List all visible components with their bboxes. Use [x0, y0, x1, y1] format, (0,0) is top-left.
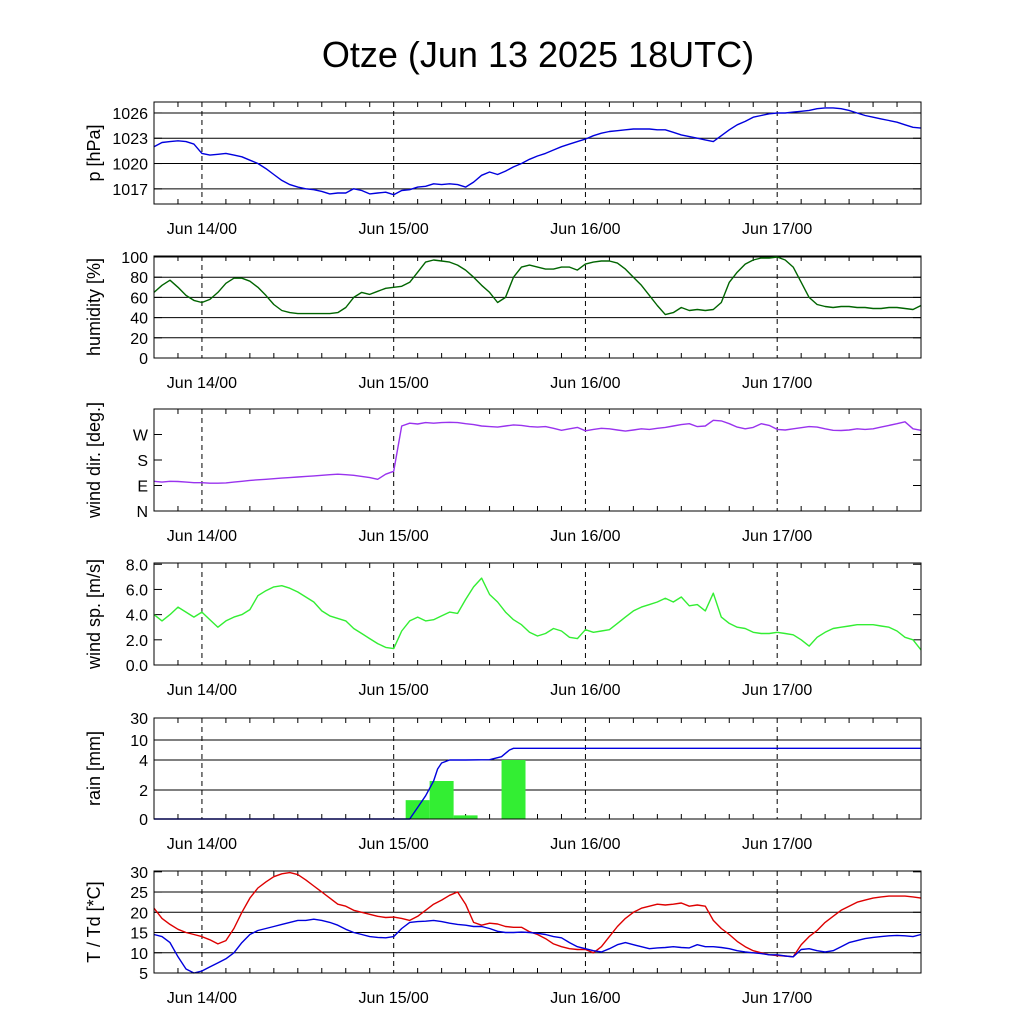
- y-tick-label: 20: [130, 331, 148, 348]
- y-tick-label: 20: [130, 905, 148, 922]
- y-tick-label: 40: [130, 311, 148, 328]
- y-tick-label: 4.0: [126, 608, 148, 625]
- x-tick-label: Jun 15/00: [359, 990, 429, 1007]
- pressure-panel: 1017 1020 1023 1026 Jun 14/00 Jun 15/00 Jun 16…: [84, 101, 922, 238]
- y-tick-label: 25: [130, 885, 148, 902]
- chart-title: Otze (Jun 13 2025 18UTC): [322, 34, 754, 75]
- x-tick-label: Jun 14/00: [167, 375, 237, 392]
- x-tick-label: Jun 17/00: [742, 528, 812, 545]
- y-axis-label: humidity [%]: [84, 258, 104, 356]
- rain-bar: [501, 760, 526, 819]
- y-tick-label: 10: [130, 733, 148, 750]
- y-tick-label: 30: [130, 865, 148, 882]
- plot-frame: [153, 717, 922, 820]
- y-tick-label: 30: [130, 711, 148, 728]
- y-tick-label: 15: [130, 926, 148, 943]
- rain-bar: [453, 815, 478, 819]
- plot-frame: [153, 562, 922, 666]
- x-tick-label: Jun 17/00: [742, 990, 812, 1007]
- x-tick-label: Jun 14/00: [167, 836, 237, 853]
- y-tick-label: 60: [130, 290, 148, 307]
- x-tick-label: Jun 14/00: [167, 682, 237, 699]
- y-tick-label: 2: [139, 783, 148, 800]
- wind-speed-panel: 0.0 2.0 4.0 6.0 8.0 Jun 14/00 Jun 15/00 Jun 16/…: [84, 557, 922, 699]
- y-tick-label: 5: [139, 966, 148, 983]
- y-tick-label: 1026: [112, 106, 148, 123]
- y-axis-label: T / Td [*C]: [84, 881, 104, 962]
- x-tick-label: Jun 17/00: [742, 375, 812, 392]
- y-tick-label: 1023: [112, 131, 148, 148]
- temperature-panel: 5 10 15 20 25 30 Jun 14/00 Jun 15/00 Jun 16/00 Ju…: [84, 865, 922, 1007]
- y-tick-label: 0.0: [126, 658, 148, 675]
- rain_cum-line: [154, 747, 921, 820]
- plot-frame: [153, 870, 922, 974]
- y-tick-label: 4: [139, 753, 148, 770]
- y-tick-label: 10: [130, 946, 148, 963]
- humidity-line: [153, 256, 922, 316]
- x-tick-label: Jun 16/00: [550, 682, 620, 699]
- temperature-line: [153, 871, 922, 958]
- y-tick-label: 100: [121, 250, 148, 267]
- plot-frame: [153, 408, 922, 512]
- plot-frame: [153, 101, 922, 205]
- x-tick-label: Jun 15/00: [359, 375, 429, 392]
- x-tick-label: Jun 16/00: [550, 221, 620, 238]
- y-tick-label: E: [137, 479, 148, 496]
- y-tick-label: N: [136, 504, 148, 521]
- x-tick-label: Jun 17/00: [742, 836, 812, 853]
- x-tick-label: Jun 15/00: [359, 221, 429, 238]
- y-axis-label: rain [mm]: [84, 731, 104, 806]
- x-tick-label: Jun 14/00: [167, 528, 237, 545]
- y-tick-label: 1017: [112, 182, 148, 199]
- y-tick-label: 80: [130, 270, 148, 287]
- wind_speed-line: [153, 577, 922, 651]
- x-tick-label: Jun 17/00: [742, 221, 812, 238]
- y-tick-label: S: [137, 453, 148, 470]
- y-tick-label: 2.0: [126, 633, 148, 650]
- x-tick-label: Jun 17/00: [742, 682, 812, 699]
- rain-panel: 0 2 4 10 30 Jun 14/00 Jun 15/00 Jun 16/00 Jun 17…: [84, 711, 922, 853]
- rain-bar: [429, 781, 454, 819]
- y-axis-label: wind dir. [deg.]: [84, 402, 104, 519]
- y-axis-label: wind sp. [m/s]: [84, 559, 104, 670]
- plot-frame: [153, 255, 922, 359]
- x-tick-label: Jun 14/00: [167, 990, 237, 1007]
- x-tick-label: Jun 16/00: [550, 836, 620, 853]
- x-tick-label: Jun 14/00: [167, 221, 237, 238]
- y-tick-label: W: [133, 428, 149, 445]
- x-tick-label: Jun 15/00: [359, 528, 429, 545]
- y-tick-label: 0: [139, 351, 148, 368]
- rain-bar: [405, 800, 430, 819]
- humidity-panel: 0 20 40 60 80 100 Jun 14/00 Jun 15/00 Jun 16/00 J…: [84, 250, 922, 392]
- x-tick-label: Jun 15/00: [359, 682, 429, 699]
- x-tick-label: Jun 16/00: [550, 990, 620, 1007]
- y-tick-label: 6.0: [126, 582, 148, 599]
- y-tick-label: 8.0: [126, 557, 148, 574]
- x-tick-label: Jun 15/00: [359, 836, 429, 853]
- wind_dir-line: [153, 419, 922, 484]
- y-tick-label: 1020: [112, 157, 148, 174]
- pressure-line: [153, 107, 922, 196]
- x-tick-label: Jun 16/00: [550, 528, 620, 545]
- x-tick-label: Jun 16/00: [550, 375, 620, 392]
- dewpoint-line: [153, 918, 922, 974]
- y-tick-label: 0: [139, 812, 148, 829]
- y-axis-label: p [hPa]: [84, 124, 104, 181]
